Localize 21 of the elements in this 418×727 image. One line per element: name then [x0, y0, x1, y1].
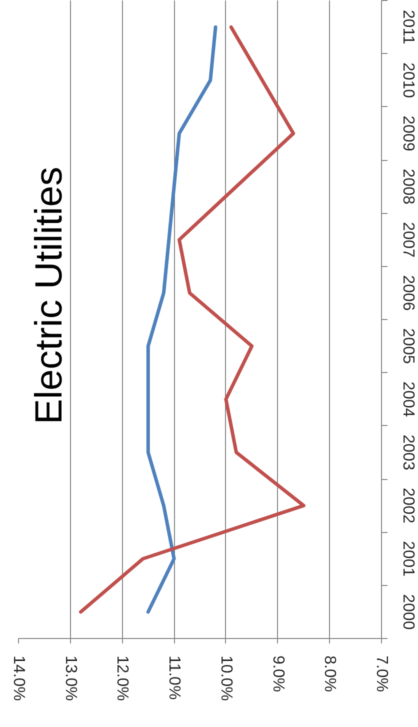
x-tick-label: 12.0% — [114, 656, 131, 701]
x-tick-label: 13.0% — [62, 656, 79, 701]
text: Electric Utilities — [28, 166, 70, 424]
y-tick-label: 2001 — [400, 540, 416, 577]
y-tick-label: 2000 — [400, 594, 416, 630]
y-tick-label: 2008 — [400, 168, 416, 204]
x-tick-label: 7.0% — [373, 656, 390, 692]
y-tick-label: 2004 — [400, 381, 416, 418]
y-tick-label: 2002 — [400, 488, 416, 524]
x-tick-label: 8.0% — [321, 656, 338, 692]
y-tick-label: 2003 — [400, 434, 416, 470]
y-tick-label: 2009 — [400, 116, 416, 152]
y-tick-label: 2007 — [400, 222, 416, 258]
x-tick-label: 11.0% — [166, 656, 183, 700]
y-tick-label: 2005 — [400, 328, 416, 364]
y-tick-label: 2006 — [400, 275, 416, 311]
x-tick-label: 9.0% — [269, 656, 286, 692]
y-tick-label: 2010 — [400, 62, 416, 98]
x-tick-label: 10.0% — [217, 656, 234, 701]
x-tick-label: 14.0% — [10, 656, 27, 701]
y-tick-label: 2011 — [400, 10, 416, 44]
